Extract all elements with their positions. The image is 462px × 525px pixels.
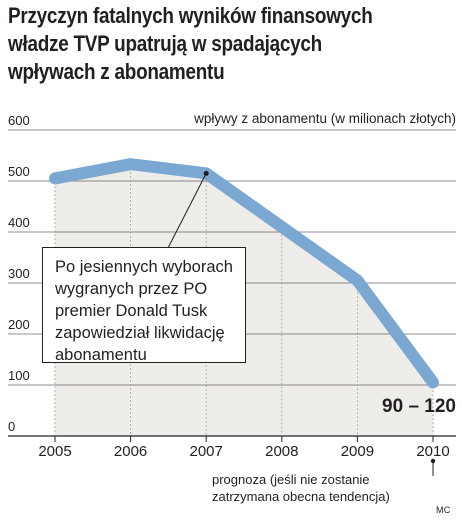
author-credit: MC <box>436 505 451 515</box>
forecast-dot <box>430 458 436 464</box>
y-tick-label: 100 <box>8 368 30 383</box>
label-layer: 600 500 400 300 200 100 0 2005 2006 2007 2008 2009 2… <box>8 113 450 460</box>
y-tick-label: 600 <box>8 113 30 128</box>
y-tick-label: 400 <box>8 215 30 230</box>
data-point <box>279 224 284 229</box>
x-tick-label: 2006 <box>114 443 147 460</box>
data-point <box>128 162 133 167</box>
title-line: wpływach z abonamentu <box>8 59 225 84</box>
data-point <box>355 278 360 283</box>
range-label: 90 – 120 <box>382 396 456 417</box>
annotation-line: premier Donald Tusk <box>55 302 208 320</box>
x-tick-label: 2010 <box>416 443 449 460</box>
callout-anchor-dot <box>203 170 209 176</box>
forecast-note-line: prognoza (jeśli nie zostanie <box>212 472 370 487</box>
annotation-line: abonamentu <box>55 346 147 364</box>
callout-leader <box>167 173 207 249</box>
y-tick-label: 200 <box>8 317 30 332</box>
y-axis-label: wpływy z abonamentu (w milionach złotych… <box>193 111 456 126</box>
y-tick-label: 500 <box>8 164 30 179</box>
title-line: władze TVP upatrują w spadających <box>8 31 322 56</box>
line-layer <box>49 158 439 476</box>
y-tick-label: 300 <box>8 266 30 281</box>
title-line: Przyczyn fatalnych wyników finansowych <box>8 3 373 28</box>
annotation-line: zapowiedział likwidację <box>55 324 225 342</box>
y-tick-label: 0 <box>8 419 15 434</box>
x-tick-label: 2005 <box>38 443 71 460</box>
series-line <box>49 158 439 389</box>
annotation-box: Po jesiennych wyborach wygranych przez P… <box>42 247 246 364</box>
x-tick-label: 2009 <box>341 443 374 460</box>
data-point <box>53 176 57 181</box>
x-tick-label: 2007 <box>190 443 223 460</box>
x-tick-label: 2008 <box>265 443 298 460</box>
annotation-line: Po jesiennych wyborach <box>55 258 233 276</box>
forecast-note-line: zatrzymana obecna tendencja) <box>212 489 390 504</box>
forecast-note: prognoza (jeśli nie zostanie zatrzymana … <box>212 471 390 505</box>
data-point <box>431 380 435 385</box>
chart-title: Przyczyn fatalnych wyników finansowych w… <box>8 2 395 86</box>
annotation-line: wygranych przez PO <box>55 280 208 298</box>
